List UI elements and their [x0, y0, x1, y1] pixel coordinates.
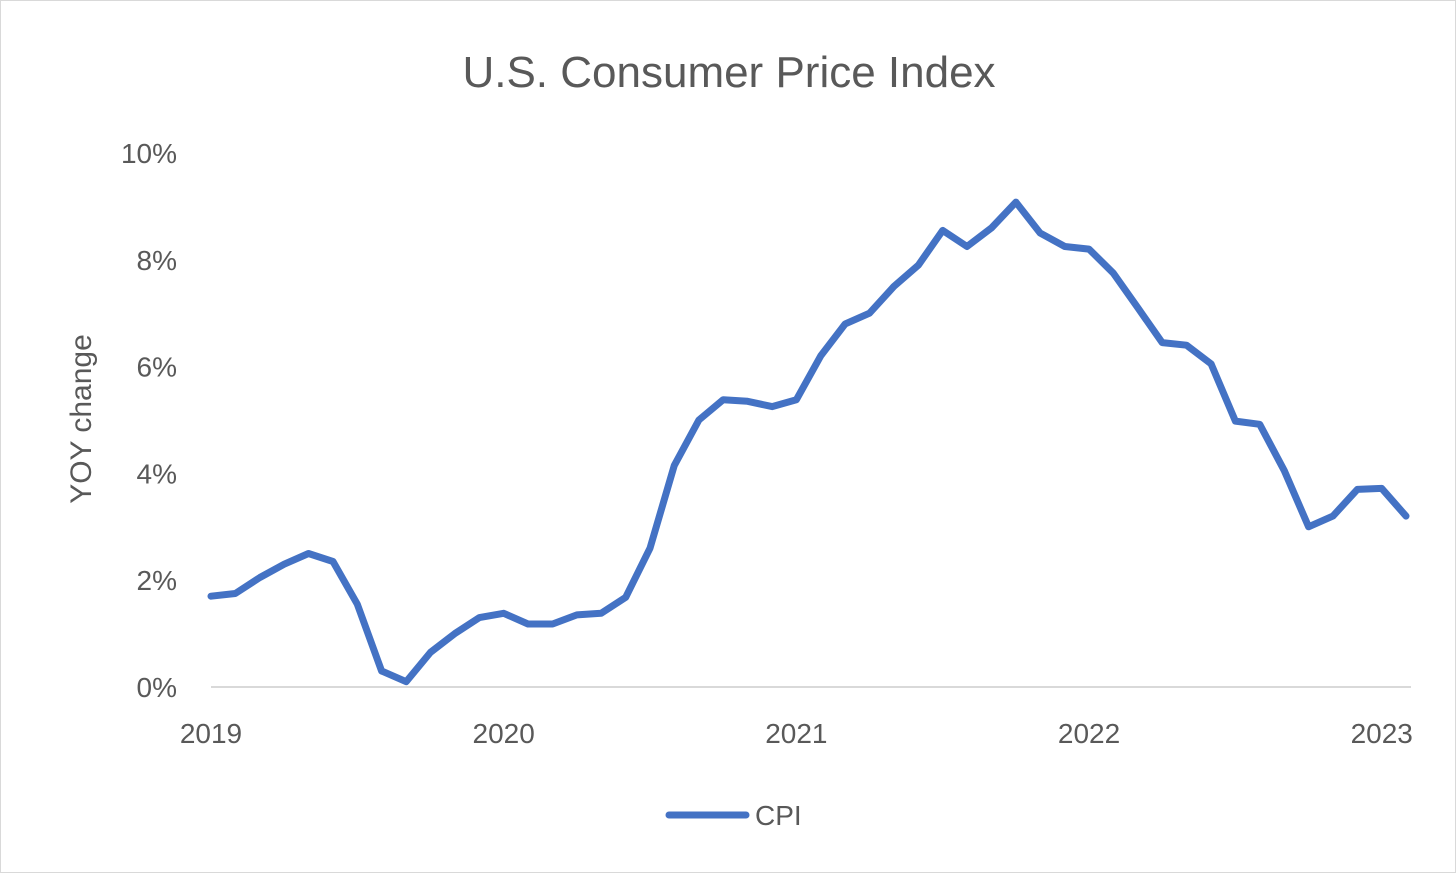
y-tick-label: 10% [121, 138, 177, 169]
legend-label-cpi: CPI [755, 800, 802, 831]
chart-title: U.S. Consumer Price Index [462, 48, 995, 97]
x-tick-label: 2022 [1058, 718, 1120, 749]
x-tick-label: 2023 [1351, 718, 1413, 749]
x-tick-label: 2020 [473, 718, 535, 749]
y-tick-label: 0% [137, 672, 177, 703]
legend: CPI [665, 800, 802, 831]
y-tick-label: 8% [137, 245, 177, 276]
x-tick-label: 2019 [180, 718, 242, 749]
plot-area: 0% 2% 4% 6% 8% 10% 2019 2020 2021 2022 2023 [121, 138, 1413, 749]
y-tick-label: 2% [137, 565, 177, 596]
series-line-cpi [207, 198, 1410, 686]
y-tick-label: 6% [137, 352, 177, 383]
x-tick-label: 2021 [765, 718, 827, 749]
y-tick-label: 4% [137, 458, 177, 489]
y-axis-label: YOY change [65, 334, 98, 504]
